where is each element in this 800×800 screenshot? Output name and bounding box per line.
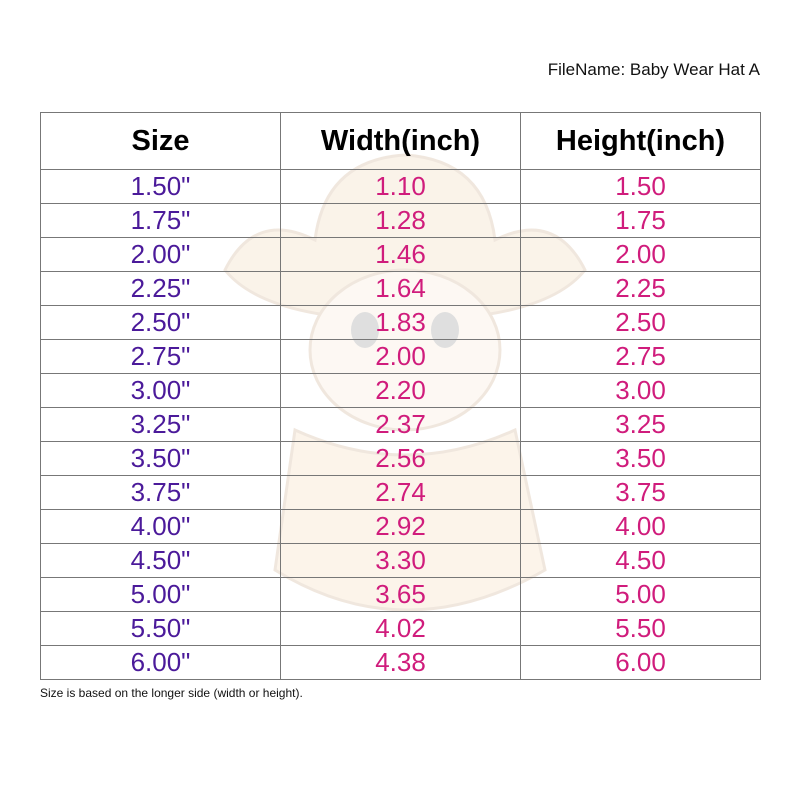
height-cell: 5.00 [520,577,761,612]
height-cell: 2.75 [520,339,761,374]
size-cell: 4.50" [40,543,281,578]
height-cell: 3.25 [520,407,761,442]
height-cell: 6.00 [520,645,761,680]
table-row: 3.00" 2.20 3.00 [40,373,761,408]
width-cell: 1.83 [280,305,521,340]
size-cell: 4.00" [40,509,281,544]
height-cell: 2.25 [520,271,761,306]
width-cell: 1.46 [280,237,521,272]
size-cell: 2.50" [40,305,281,340]
size-cell: 1.50" [40,169,281,204]
height-cell: 3.75 [520,475,761,510]
width-cell: 3.65 [280,577,521,612]
size-cell: 5.50" [40,611,281,646]
width-cell: 1.64 [280,271,521,306]
height-cell: 1.75 [520,203,761,238]
size-cell: 3.00" [40,373,281,408]
table-row: 3.50" 2.56 3.50 [40,441,761,476]
height-cell: 1.50 [520,169,761,204]
width-cell: 2.37 [280,407,521,442]
table-row: 2.75" 2.00 2.75 [40,339,761,374]
size-cell: 2.25" [40,271,281,306]
table-row: 2.25" 1.64 2.25 [40,271,761,306]
size-table: Size Width(inch) Height(inch) 1.50" 1.10 1… [40,112,761,680]
height-cell: 4.50 [520,543,761,578]
size-cell: 1.75" [40,203,281,238]
table-row: 1.50" 1.10 1.50 [40,169,761,204]
size-cell: 5.00" [40,577,281,612]
header-width: Width(inch) [280,112,521,170]
width-cell: 2.20 [280,373,521,408]
header-size: Size [40,112,281,170]
width-cell: 4.38 [280,645,521,680]
table-row: 5.50" 4.02 5.50 [40,611,761,646]
table-row: 4.50" 3.30 4.50 [40,543,761,578]
width-cell: 3.30 [280,543,521,578]
table-row: 5.00" 3.65 5.00 [40,577,761,612]
width-cell: 1.28 [280,203,521,238]
height-cell: 5.50 [520,611,761,646]
width-cell: 2.74 [280,475,521,510]
width-cell: 4.02 [280,611,521,646]
table-row: 3.75" 2.74 3.75 [40,475,761,510]
size-cell: 3.75" [40,475,281,510]
width-cell: 2.00 [280,339,521,374]
table-row: 4.00" 2.92 4.00 [40,509,761,544]
size-cell: 2.75" [40,339,281,374]
width-cell: 2.56 [280,441,521,476]
header-height: Height(inch) [520,112,761,170]
table-row: 1.75" 1.28 1.75 [40,203,761,238]
height-cell: 3.00 [520,373,761,408]
table-header-row: Size Width(inch) Height(inch) [40,112,761,170]
table-row: 2.00" 1.46 2.00 [40,237,761,272]
width-cell: 1.10 [280,169,521,204]
size-cell: 2.00" [40,237,281,272]
size-cell: 6.00" [40,645,281,680]
footnote: Size is based on the longer side (width … [40,686,303,700]
file-name: FileName: Baby Wear Hat A [547,60,760,79]
table-row: 2.50" 1.83 2.50 [40,305,761,340]
height-cell: 4.00 [520,509,761,544]
size-cell: 3.25" [40,407,281,442]
height-cell: 2.50 [520,305,761,340]
height-cell: 3.50 [520,441,761,476]
table-row: 3.25" 2.37 3.25 [40,407,761,442]
width-cell: 2.92 [280,509,521,544]
size-cell: 3.50" [40,441,281,476]
height-cell: 2.00 [520,237,761,272]
table-row: 6.00" 4.38 6.00 [40,645,761,680]
